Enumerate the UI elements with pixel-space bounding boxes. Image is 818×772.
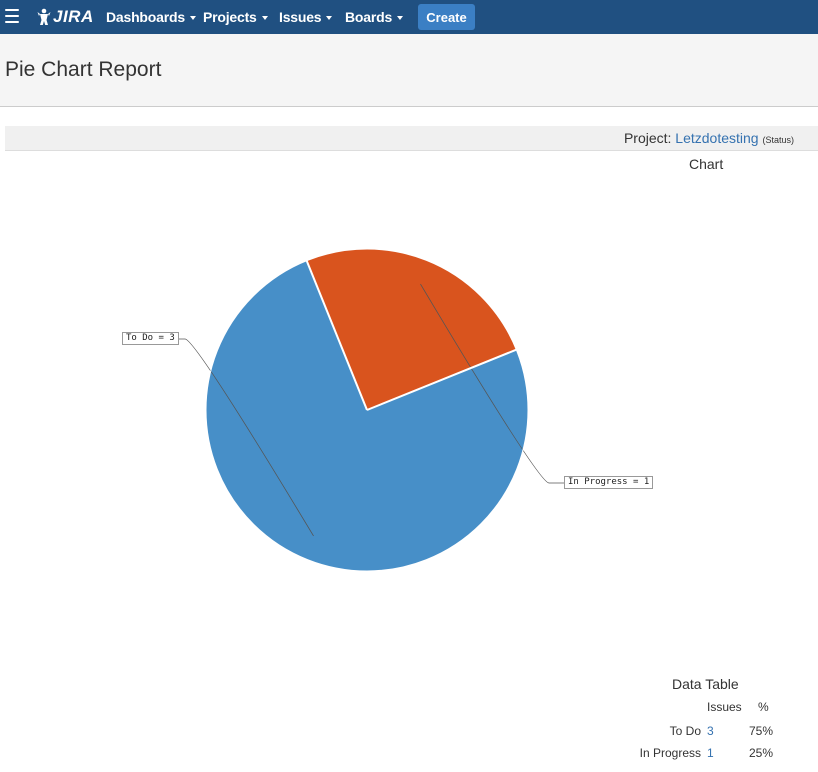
- page-header: Pie Chart Report: [0, 34, 818, 107]
- report-project-band: Project: Letzdotesting (Status): [5, 126, 818, 151]
- nav-boards-label: Boards: [345, 9, 393, 25]
- project-line: Project: Letzdotesting (Status): [624, 130, 794, 146]
- app-switcher-menu-icon[interactable]: [5, 9, 19, 23]
- data-table-title: Data Table: [672, 676, 739, 692]
- chart-caption: Chart: [689, 156, 724, 172]
- chevron-down-icon: [397, 15, 404, 20]
- data-table-header-row: Issues %: [600, 700, 818, 720]
- nav-dashboards-label: Dashboards: [106, 9, 185, 25]
- category-cell: In Progress: [639, 746, 701, 760]
- nav-boards-menu[interactable]: Boards: [345, 8, 404, 26]
- table-row: In Progress 1 25%: [600, 746, 818, 766]
- nav-issues-menu[interactable]: Issues: [279, 8, 333, 26]
- issues-count-link[interactable]: 1: [707, 746, 714, 760]
- page-title: Pie Chart Report: [5, 58, 162, 81]
- create-issue-button[interactable]: Create: [418, 4, 475, 30]
- nav-projects-label: Projects: [203, 9, 257, 25]
- top-navigation-bar: JIRA Dashboards Projects Issues Boards C…: [0, 0, 818, 34]
- pie-label-to-do: To Do = 3: [122, 332, 179, 345]
- issues-column-header: Issues: [707, 700, 742, 714]
- jira-logo-icon: [37, 8, 51, 25]
- table-row: To Do 3 75%: [600, 724, 818, 744]
- pie-label-in-progress: In Progress = 1: [564, 476, 654, 489]
- nav-projects-menu[interactable]: Projects: [203, 8, 268, 26]
- logo-text: JIRA: [53, 7, 94, 26]
- percent-cell: 75%: [749, 724, 774, 738]
- category-cell: To Do: [669, 724, 701, 738]
- percent-column-header: %: [758, 700, 769, 714]
- project-prefix: Project:: [623, 130, 676, 146]
- project-link[interactable]: Letzdotesting: [675, 130, 759, 146]
- chevron-down-icon: [189, 15, 196, 20]
- percent-cell: 25%: [749, 746, 774, 760]
- nav-dashboards-menu[interactable]: Dashboards: [106, 8, 196, 26]
- issues-count-link[interactable]: 3: [707, 724, 714, 738]
- chevron-down-icon: [261, 15, 268, 20]
- nav-issues-label: Issues: [279, 9, 322, 25]
- chevron-down-icon: [326, 15, 333, 20]
- jira-logo[interactable]: JIRA: [37, 6, 94, 28]
- statistic-type-label: (Status): [762, 135, 794, 145]
